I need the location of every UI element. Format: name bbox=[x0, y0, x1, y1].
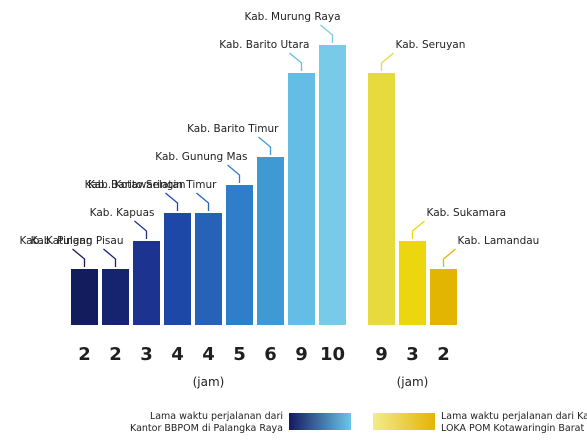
category-label-kab-barito-utara: Kab. Barito Utara bbox=[219, 39, 309, 51]
leader-line-kab-sukamara bbox=[411, 220, 425, 239]
leader-line-kab-kotawaringin-timur bbox=[196, 192, 210, 211]
category-label-kab-lamandau: Kab. Lamandau bbox=[458, 235, 540, 247]
category-label-kab-katingan: Kab. Katingan bbox=[19, 235, 92, 247]
category-label-kab-kotawaringin-timur: Kab. Kotawaringin Timur bbox=[88, 179, 217, 191]
legend-text-bbpom-line-2: Kantor BBPOM di Palangka Raya bbox=[130, 423, 283, 434]
bar-kab-kotawaringin-timur bbox=[195, 213, 222, 325]
bar-kab-gunung-mas bbox=[226, 185, 253, 325]
bar-kab-barito-timur bbox=[257, 157, 284, 325]
unit-labels: (jam) (jam) bbox=[193, 375, 429, 389]
bar-kab-katingan bbox=[71, 269, 98, 325]
value-label-kab-gunung-mas: 5 bbox=[233, 344, 246, 365]
bar-kab-murung-raya bbox=[319, 45, 346, 325]
bar-kab-seruyan bbox=[368, 73, 395, 325]
category-label-kab-barito-selatan: Kab. Barito Selatan bbox=[85, 179, 186, 191]
value-label-kab-barito-selatan: 4 bbox=[171, 344, 184, 365]
value-label-kab-lamandau: 2 bbox=[437, 344, 450, 365]
bar-kab-kapuas bbox=[133, 241, 160, 325]
leader-line-kab-lamandau bbox=[442, 248, 456, 267]
bars bbox=[71, 45, 457, 325]
value-label-kab-katingan: 2 bbox=[78, 344, 91, 365]
leader-line-kab-barito-timur bbox=[258, 136, 272, 155]
bar-kab-barito-utara bbox=[288, 73, 315, 325]
legend-text-lokapom-line-2: LOKA POM Kotawaringin Barat bbox=[441, 423, 584, 434]
value-label-kab-murung-raya: 10 bbox=[320, 344, 345, 365]
leader-line-kab-pulang-pisau bbox=[103, 248, 117, 267]
bar-kab-barito-selatan bbox=[164, 213, 191, 325]
unit-label-bbpom: (jam) bbox=[193, 375, 225, 389]
value-label-kab-seruyan: 9 bbox=[375, 344, 388, 365]
leader-line-kab-barito-utara bbox=[289, 52, 303, 71]
leader-line-kab-seruyan bbox=[380, 52, 394, 71]
leader-line-kab-barito-selatan bbox=[165, 192, 179, 211]
category-label-kab-pulang-pisau: Kab. Pulang Pisau bbox=[31, 235, 124, 247]
value-label-kab-pulang-pisau: 2 bbox=[109, 344, 122, 365]
category-label-kab-seruyan: Kab. Seruyan bbox=[396, 39, 466, 51]
category-label-kab-murung-raya: Kab. Murung Raya bbox=[245, 11, 341, 23]
value-label-kab-barito-utara: 9 bbox=[295, 344, 308, 365]
category-label-kab-sukamara: Kab. Sukamara bbox=[427, 207, 507, 219]
value-label-kab-barito-timur: 6 bbox=[264, 344, 277, 365]
legend-text-bbpom-line-1: Lama waktu perjalanan dari bbox=[150, 411, 283, 422]
leader-line-kab-katingan bbox=[72, 248, 86, 267]
leader-line-kab-gunung-mas bbox=[227, 164, 241, 183]
leader-lines bbox=[72, 24, 456, 267]
legend-text-lokapom-line-1: Lama waktu perjalanan dari Kantor bbox=[441, 411, 587, 422]
legend-swatch-bbpom bbox=[289, 413, 351, 430]
value-labels: 2 2 3 4 4 5 6 9 10 9 3 2 bbox=[78, 344, 450, 365]
category-label-kab-gunung-mas: Kab. Gunung Mas bbox=[155, 151, 247, 163]
category-label-kab-kapuas: Kab. Kapuas bbox=[90, 207, 155, 219]
value-label-kab-sukamara: 3 bbox=[406, 344, 419, 365]
leader-line-kab-kapuas bbox=[134, 220, 148, 239]
legend-swatch-lokapom bbox=[373, 413, 435, 430]
bar-kab-pulang-pisau bbox=[102, 269, 129, 325]
bar-kab-sukamara bbox=[399, 241, 426, 325]
value-label-kab-kotawaringin-timur: 4 bbox=[202, 344, 215, 365]
value-label-kab-kapuas: 3 bbox=[140, 344, 153, 365]
bar-kab-lamandau bbox=[430, 269, 457, 325]
unit-label-lokapom: (jam) bbox=[397, 375, 429, 389]
category-label-kab-barito-timur: Kab. Barito Timur bbox=[187, 123, 279, 135]
leader-line-kab-murung-raya bbox=[320, 24, 334, 43]
